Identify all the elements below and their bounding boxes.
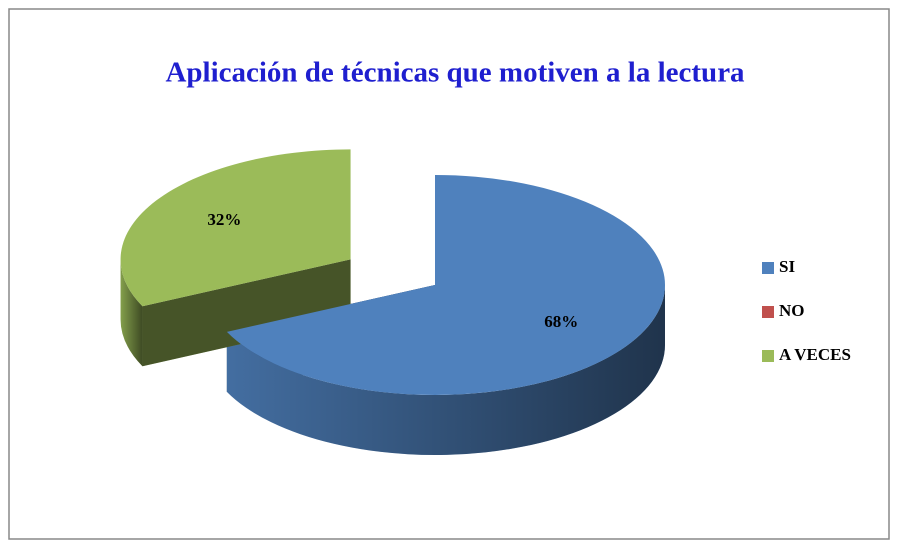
legend-swatch — [762, 306, 774, 318]
labels: 68% 32% — [207, 210, 578, 331]
slice — [226, 175, 665, 396]
pie-tops — [120, 149, 665, 396]
legend-swatch — [762, 350, 774, 362]
slice-wall-shade — [120, 259, 143, 367]
legend-swatch — [762, 262, 774, 274]
legend: SI NO A VECES — [762, 257, 851, 364]
legend-label: A VECES — [779, 345, 851, 364]
slice-cut-shade — [142, 259, 351, 367]
slice — [120, 149, 351, 307]
legend-label: NO — [779, 301, 805, 320]
legend-label: SI — [779, 257, 795, 276]
value-label: 32% — [207, 210, 241, 229]
slice-side — [120, 259, 351, 367]
value-label: 68% — [544, 312, 578, 331]
slice-wall-shade — [226, 285, 665, 455]
chart-title: Aplicación de técnicas que motiven a la … — [165, 57, 745, 89]
